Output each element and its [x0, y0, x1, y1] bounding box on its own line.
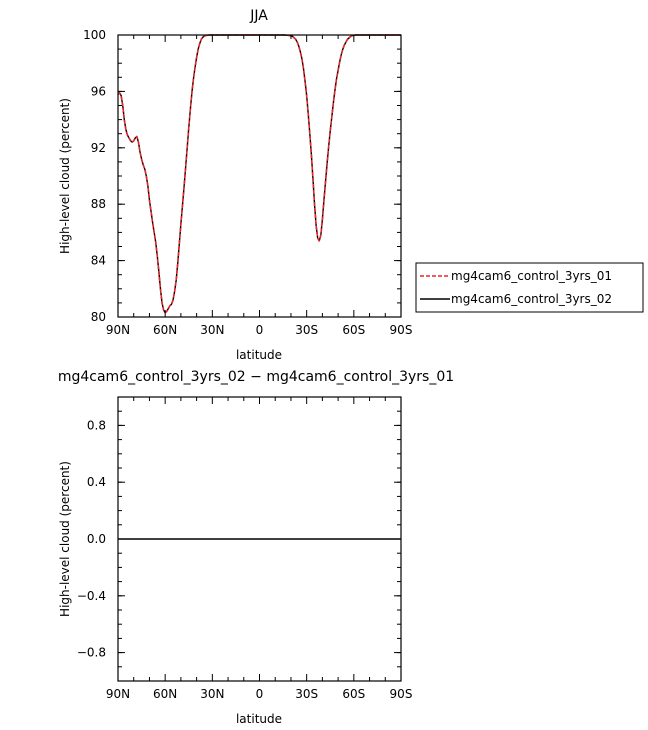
- top-x-axis: 90N 60N 30N 0 30S 60S 90S: [106, 35, 413, 337]
- legend: mg4cam6_control_3yrs_01 mg4cam6_control_…: [415, 262, 644, 313]
- top-x-tick-label: 60N: [153, 323, 177, 337]
- bottom-x-tick-label: 90S: [390, 687, 413, 701]
- top-panel: JJA 90N 60N 30N 0 30S 60S 90S 80 84 88 92 96 100 la…: [58, 8, 412, 362]
- bottom-x-tick-label: 60S: [342, 687, 365, 701]
- bottom-x-tick-label: 60N: [153, 687, 177, 701]
- top-y-tick-label: 100: [83, 28, 106, 42]
- top-series-line-1: [117, 34, 401, 314]
- bottom-y-tick-label: −0.8: [77, 646, 106, 660]
- bottom-x-tick-label: 90N: [106, 687, 130, 701]
- top-x-tick-label: 90S: [390, 323, 413, 337]
- top-x-axis-label: latitude: [236, 348, 282, 362]
- top-y-tick-label: 96: [91, 84, 106, 98]
- bottom-chart-title: mg4cam6_control_3yrs_02 − mg4cam6_contro…: [58, 369, 454, 385]
- bottom-x-tick-label: 0: [256, 687, 264, 701]
- top-series-line-2: [117, 34, 401, 314]
- bottom-x-axis: 90N 60N 30N 0 30S 60S 90S: [106, 397, 413, 701]
- top-chart-title: JJA: [249, 8, 268, 24]
- top-y-tick-label: 88: [91, 197, 106, 211]
- bottom-y-axis-label: High-level cloud (percent): [58, 461, 72, 617]
- top-x-tick-label: 30N: [200, 323, 224, 337]
- top-y-tick-label: 84: [91, 254, 106, 268]
- bottom-x-tick-label: 30N: [200, 687, 224, 701]
- legend-label-series-1: mg4cam6_control_3yrs_01: [451, 269, 612, 283]
- top-x-tick-label: 30S: [295, 323, 318, 337]
- top-x-tick-label: 90N: [106, 323, 130, 337]
- bottom-y-tick-label: −0.4: [77, 589, 106, 603]
- top-x-tick-label: 60S: [342, 323, 365, 337]
- top-plot-area: [117, 34, 401, 314]
- top-y-tick-label: 92: [91, 141, 106, 155]
- bottom-y-tick-label: 0.0: [87, 532, 106, 546]
- top-y-axis: 80 84 88 92 96 100: [83, 28, 401, 324]
- top-x-tick-label: 0: [256, 323, 264, 337]
- bottom-x-tick-label: 30S: [295, 687, 318, 701]
- legend-label-series-2: mg4cam6_control_3yrs_02: [451, 292, 612, 306]
- bottom-y-tick-label: 0.8: [87, 418, 106, 432]
- bottom-x-axis-label: latitude: [236, 712, 282, 726]
- top-y-tick-label: 80: [91, 310, 106, 324]
- top-y-axis-label: High-level cloud (percent): [58, 98, 72, 254]
- bottom-y-axis: −0.8 −0.4 0.0 0.4 0.8: [77, 396, 401, 682]
- top-plot-frame: [117, 34, 402, 318]
- bottom-panel: mg4cam6_control_3yrs_02 − mg4cam6_contro…: [58, 369, 454, 726]
- bottom-plot-frame: [117, 396, 402, 682]
- legend-box: [415, 262, 644, 313]
- bottom-y-tick-label: 0.4: [87, 475, 106, 489]
